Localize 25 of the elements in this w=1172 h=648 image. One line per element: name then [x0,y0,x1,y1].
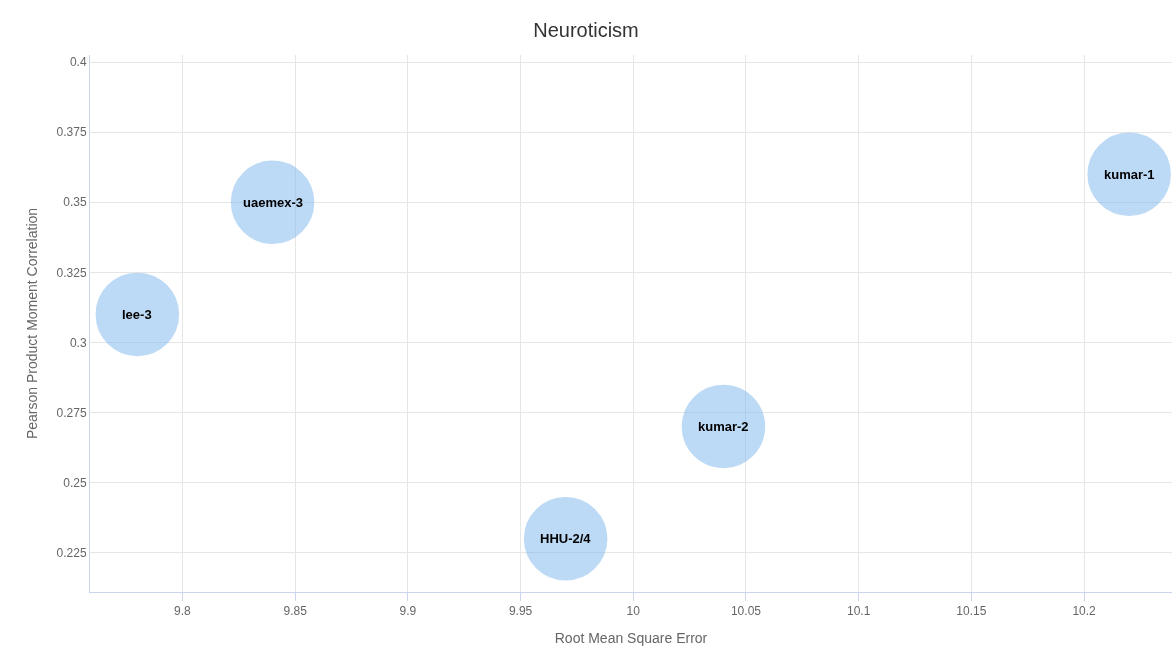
chart-title: Neuroticism [533,18,639,41]
y-tick-label: 0.3 [69,335,87,350]
annotation: lee-3 [122,307,152,322]
x-tick-label: 10.1 [846,604,871,619]
x-tick-label: 10.15 [956,604,987,619]
annotation: kumar-1 [1104,167,1155,182]
y-tick-label: 0.325 [56,265,87,280]
x-tick-label: 10.2 [1072,604,1097,619]
x-tick-label: 9.8 [174,604,192,619]
x-tick-label: 10.05 [730,604,762,619]
y-tick-label: 0.375 [56,125,87,140]
y-axis-title: Pearson Product Moment Correlation [24,207,41,440]
x-tick-label: 9.85 [283,604,308,619]
y-tick-label: 0.4 [69,55,87,70]
annotation: uaemex-3 [243,195,303,210]
annotation: HHU-2/4 [540,531,592,546]
y-tick-label: 0.25 [63,475,87,490]
annotation: kumar-2 [698,419,749,434]
x-tick-label: 10 [626,604,641,619]
y-tick-label: 0.35 [63,195,87,210]
x-tick-label: 9.95 [508,604,533,619]
x-axis-title: Root Mean Square Error [554,629,708,646]
y-tick-label: 0.275 [56,405,87,420]
y-tick-label: 0.225 [56,545,87,560]
x-tick-label: 9.9 [399,604,417,619]
